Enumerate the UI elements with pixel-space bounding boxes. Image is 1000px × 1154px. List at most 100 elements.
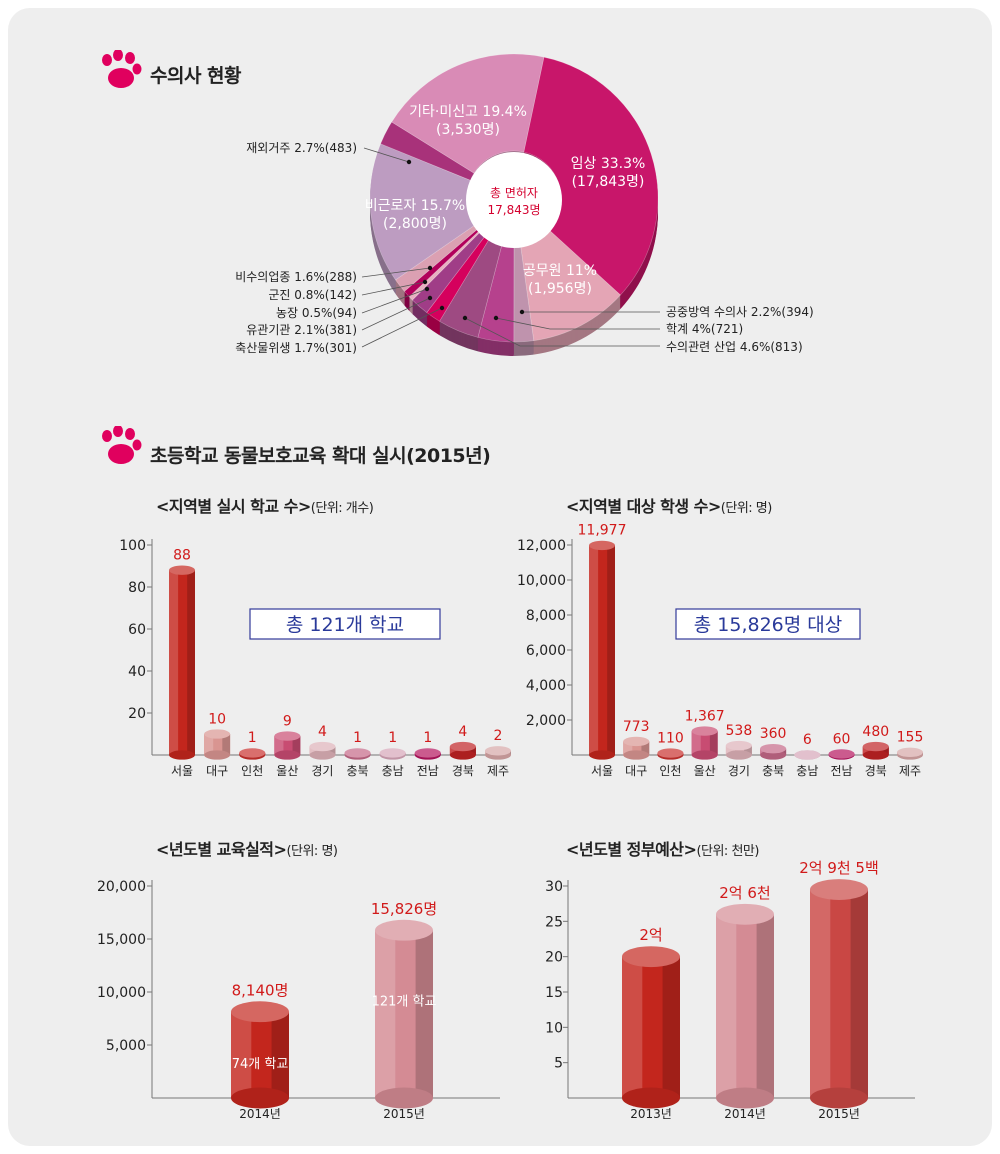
bar-shadow xyxy=(187,570,195,755)
callout-dot xyxy=(439,305,445,311)
donut-slice-sublabel: (1,956명) xyxy=(528,281,592,297)
bar-cap xyxy=(274,731,301,741)
bar-cap xyxy=(828,749,855,759)
bar-highlight xyxy=(623,741,633,755)
bar-cap xyxy=(760,744,787,754)
donut-slice-sublabel: (17,843명) xyxy=(572,174,645,190)
bar-value-label: 60 xyxy=(833,731,851,747)
callout-line xyxy=(495,317,660,330)
bar-shadow xyxy=(880,746,889,755)
callout-line xyxy=(361,267,431,278)
bar xyxy=(414,748,441,760)
x-tick-label: 경북 xyxy=(865,764,887,778)
bar xyxy=(794,750,821,760)
callout-line xyxy=(363,147,410,163)
callout-label: 유관기관 2.1%(381) xyxy=(246,323,357,337)
bar-base xyxy=(810,1087,868,1109)
bar-highlight xyxy=(589,545,599,755)
bar-highlight xyxy=(622,956,643,1098)
bar-cap xyxy=(231,1001,289,1023)
donut-slice-label: 임상 33.3% xyxy=(571,156,646,172)
bar-shadow xyxy=(415,930,433,1098)
callout-line xyxy=(464,317,660,347)
x-tick-label: 제주 xyxy=(899,764,921,778)
bar-shadow xyxy=(327,746,336,755)
bar-highlight xyxy=(716,914,737,1098)
x-tick-label: 2015년 xyxy=(818,1107,860,1121)
chart1-title: <지역별 실시 학교 수>(단위: 개수) xyxy=(156,493,374,517)
bar-base xyxy=(716,1087,774,1109)
bar-base xyxy=(622,1087,680,1109)
bar-value-label: 1 xyxy=(388,730,397,746)
bar-value-label: 1 xyxy=(248,730,257,746)
bar-highlight xyxy=(309,746,319,755)
chart-4: 5 10 15 20 25 30 2억 2013년 2억 6천 2014년 2억 9천 5백 2015… xyxy=(545,859,915,1121)
bar-value-label: 538 xyxy=(726,723,753,739)
bar-value-label: 155 xyxy=(897,730,924,746)
bar-cap xyxy=(204,729,231,739)
section2-title: 초등학교 동물보호교육 확대 실시(2015년) xyxy=(150,445,491,467)
y-tick-label: 12,000 xyxy=(517,538,566,554)
x-tick-label: 경기 xyxy=(728,764,750,778)
bar-base xyxy=(725,750,752,760)
bar-cap xyxy=(716,903,774,925)
bar-value-label: 4 xyxy=(318,724,327,740)
bar-shadow xyxy=(756,914,774,1098)
bar xyxy=(375,919,433,1109)
bar-value-label: 773 xyxy=(623,719,650,735)
bar xyxy=(485,746,511,760)
x-tick-label: 충북 xyxy=(347,764,369,778)
bar-base xyxy=(231,1087,289,1109)
bar xyxy=(344,748,371,760)
x-tick-label: 경기 xyxy=(311,764,333,778)
total-annotation-text: 총 15,826명 대상 xyxy=(694,614,842,636)
bar-base xyxy=(691,750,718,760)
donut-hole xyxy=(466,152,562,248)
y-tick-label: 10 xyxy=(545,1020,563,1036)
y-tick-label: 4,000 xyxy=(526,678,566,694)
bar-highlight xyxy=(204,734,214,755)
y-tick-label: 80 xyxy=(128,580,146,596)
bar-cap xyxy=(810,879,868,900)
bar-cap xyxy=(375,919,433,941)
bar-highlight xyxy=(231,1011,252,1098)
bar-cap xyxy=(623,736,650,747)
bar-cap xyxy=(657,748,684,758)
x-tick-label: 인천 xyxy=(241,763,263,778)
bar-value-label: 2억 6천 xyxy=(719,884,770,902)
bar-highlight xyxy=(375,930,396,1098)
chart4-unit: (단위: 천만) xyxy=(696,844,759,859)
y-tick-label: 30 xyxy=(545,879,563,895)
bar-highlight xyxy=(169,570,179,755)
bar-cap xyxy=(897,747,923,757)
bar-value-label: 6 xyxy=(803,732,812,748)
bar-highlight xyxy=(449,746,459,755)
x-tick-label: 제주 xyxy=(487,764,509,778)
bar-cap xyxy=(589,540,615,551)
bar xyxy=(204,729,231,760)
section1-title: 수의사 현황 xyxy=(150,65,242,87)
bar xyxy=(760,744,787,760)
bar-base xyxy=(589,750,615,760)
bar-cap xyxy=(414,748,441,758)
callout-label: 재외거주 2.7%(483) xyxy=(246,141,357,155)
y-tick-label: 8,000 xyxy=(526,608,566,624)
y-tick-label: 20,000 xyxy=(97,879,146,895)
callout-label: 축산물위생 1.7%(301) xyxy=(235,341,357,355)
bar xyxy=(239,748,266,760)
bar-inner-label: 121개 학교 xyxy=(372,995,437,1010)
bar xyxy=(716,903,774,1109)
donut-slice xyxy=(391,53,545,174)
bar-cap xyxy=(344,748,371,758)
bar-base xyxy=(274,750,301,760)
bar-value-label: 8,140명 xyxy=(232,981,289,999)
x-tick-label: 울산 xyxy=(276,764,298,778)
bar xyxy=(274,731,301,760)
callout-dot xyxy=(424,286,430,292)
bar-body xyxy=(725,745,752,755)
chart3-title: <년도별 교육실적>(단위: 명) xyxy=(156,836,338,860)
bar-highlight xyxy=(725,745,735,755)
bar-value-label: 4 xyxy=(458,724,467,740)
bar-cap xyxy=(794,750,821,760)
